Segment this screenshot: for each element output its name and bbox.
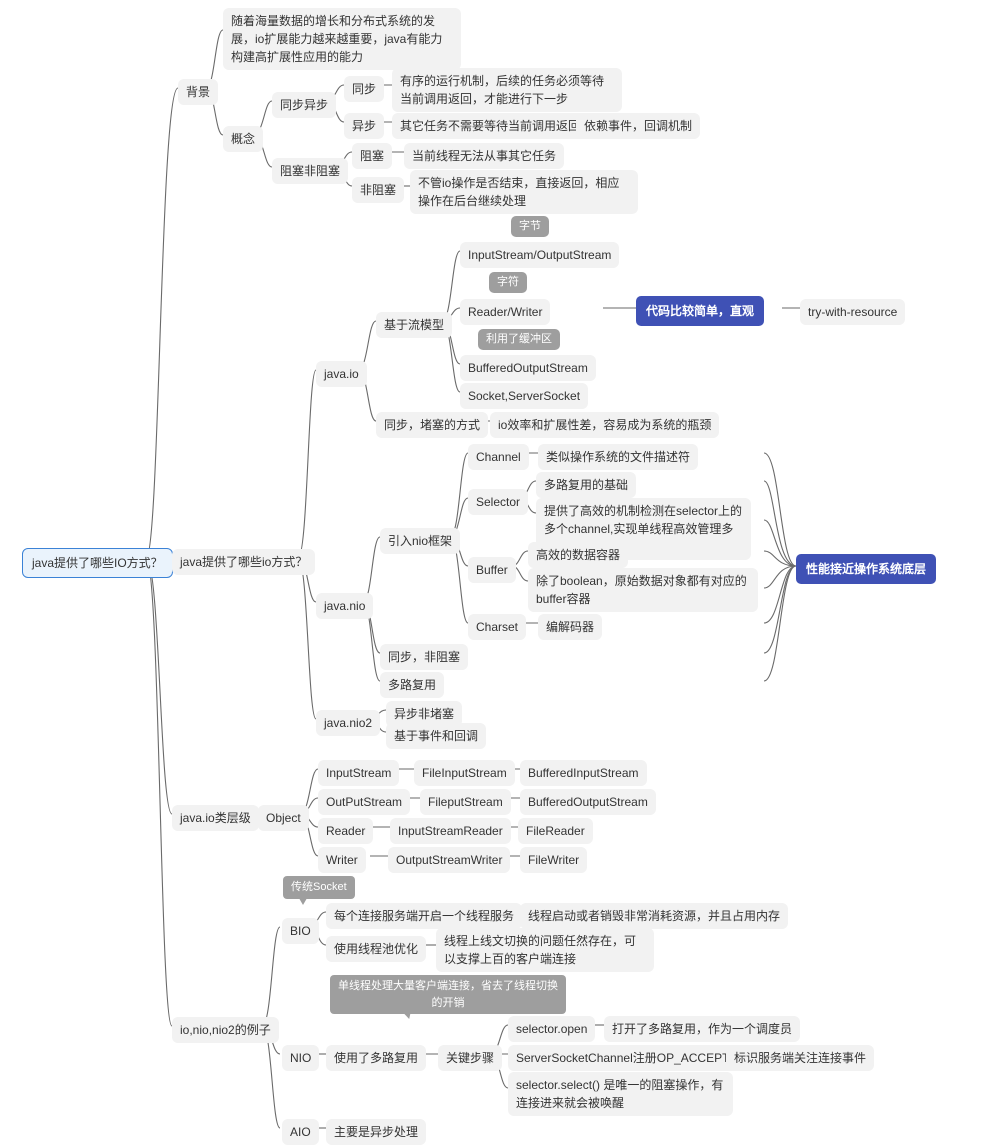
node-sync[interactable]: 同步 — [344, 76, 384, 102]
node-nio[interactable]: NIO — [282, 1045, 319, 1071]
highlight-perf: 性能接近操作系统底层 — [796, 554, 936, 584]
node-charset-desc: 编解码器 — [538, 614, 602, 640]
node-fw: FileWriter — [520, 847, 587, 873]
node-fis: FileInputStream — [414, 760, 515, 786]
node-rd: Reader — [318, 818, 373, 844]
node-sreg-d: 标识服务端关注连接事件 — [726, 1045, 874, 1071]
node-nio-use: 使用了多路复用 — [326, 1045, 426, 1071]
node-javanio[interactable]: java.nio — [316, 593, 373, 619]
chip-byte: 字节 — [511, 216, 549, 237]
node-inout-stream: InputStream/OutputStream — [460, 242, 619, 268]
node-charset: Charset — [468, 614, 526, 640]
callout-tail-icon — [296, 893, 310, 905]
node-block-nonblock[interactable]: 阻塞非阻塞 — [272, 158, 348, 184]
node-nio-frame[interactable]: 引入nio框架 — [380, 528, 460, 554]
node-nio2-event: 基于事件和回调 — [386, 723, 486, 749]
node-aio[interactable]: AIO — [282, 1119, 319, 1145]
node-stream-model[interactable]: 基于流模型 — [376, 312, 452, 338]
node-channel: Channel — [468, 444, 529, 470]
node-javanio2[interactable]: java.nio2 — [316, 710, 380, 736]
node-bos: BufferedOutputStream — [520, 789, 656, 815]
node-io-bad: io效率和扩展性差，容易成为系统的瓶颈 — [490, 412, 719, 438]
node-aio-d: 主要是异步处理 — [326, 1119, 426, 1145]
node-nonblock[interactable]: 非阻塞 — [352, 177, 404, 203]
node-bio[interactable]: BIO — [282, 918, 319, 944]
node-sopen-d: 打开了多路复用，作为一个调度员 — [604, 1016, 800, 1042]
node-isr: InputStreamReader — [390, 818, 511, 844]
root-node[interactable]: java提供了哪些IO方式？ — [22, 548, 173, 578]
root-label: java提供了哪些IO方式？ — [32, 556, 163, 570]
node-hierarchy[interactable]: java.io类层级 — [172, 805, 259, 831]
node-sync-async[interactable]: 同步异步 — [272, 92, 336, 118]
node-buffer: Buffer — [468, 557, 516, 583]
node-block[interactable]: 阻塞 — [352, 143, 392, 169]
node-ssel: selector.select() 是唯一的阻塞操作，有连接进来就会被唤醒 — [508, 1072, 733, 1116]
node-is: InputStream — [318, 760, 399, 786]
node-buffer-d2: 除了boolean，原始数据对象都有对应的buffer容器 — [528, 568, 758, 612]
node-wr: Writer — [318, 847, 366, 873]
node-sync-block: 同步，堵塞的方式 — [376, 412, 488, 438]
node-buffer-d1: 高效的数据容器 — [528, 542, 628, 568]
node-javaio[interactable]: java.io — [316, 361, 367, 387]
node-buf-out: BufferedOutputStream — [460, 355, 596, 381]
node-bio2: 使用线程池优化 — [326, 936, 426, 962]
node-bg-desc: 随着海量数据的增长和分布式系统的发展，io扩展能力越来越重要，java有能力构建… — [223, 8, 461, 70]
node-async[interactable]: 异步 — [344, 113, 384, 139]
node-os: OutPutStream — [318, 789, 410, 815]
node-reader-writer: Reader/Writer — [460, 299, 550, 325]
node-async-dep: 依赖事件，回调机制 — [576, 113, 700, 139]
node-nio-multi: 多路复用 — [380, 672, 444, 698]
node-bis: BufferedInputStream — [520, 760, 647, 786]
node-sreg: ServerSocketChannel注册OP_ACCEPT — [508, 1045, 737, 1071]
node-selector-d1: 多路复用的基础 — [536, 472, 636, 498]
highlight-simple-code: 代码比较简单，直观 — [636, 296, 764, 326]
node-nio-sync: 同步，非阻塞 — [380, 644, 468, 670]
node-selector: Selector — [468, 489, 528, 515]
chip-char: 字符 — [489, 272, 527, 293]
node-concept[interactable]: 概念 — [223, 126, 263, 152]
node-object: Object — [258, 805, 309, 831]
callout-bio: 传统Socket — [283, 876, 355, 899]
node-provides[interactable]: java提供了哪些io方式？ — [172, 549, 315, 575]
node-sopen: selector.open — [508, 1016, 595, 1042]
node-key-steps: 关键步骤 — [438, 1045, 502, 1071]
node-bio2d: 线程上线文切换的问题任然存在，可以支撑上百的客户端连接 — [436, 928, 654, 972]
node-bio1d: 线程启动或者销毁非常消耗资源，并且占用内存 — [520, 903, 788, 929]
node-sync-desc: 有序的运行机制，后续的任务必须等待当前调用返回，才能进行下一步 — [392, 68, 622, 112]
node-fos: FileputStream — [420, 789, 511, 815]
chip-buffer: 利用了缓冲区 — [478, 329, 560, 350]
node-bio1: 每个连接服务端开启一个线程服务 — [326, 903, 522, 929]
node-try-res: try-with-resource — [800, 299, 905, 325]
node-async-desc: 其它任务不需要等待当前调用返回 — [392, 113, 588, 139]
callout-nio: 单线程处理大量客户端连接，省去了线程切换的开销 — [330, 975, 566, 1014]
node-block-desc: 当前线程无法从事其它任务 — [404, 143, 564, 169]
node-socket: Socket,ServerSocket — [460, 383, 588, 409]
node-nonblock-desc: 不管io操作是否结束，直接返回，相应操作在后台继续处理 — [410, 170, 638, 214]
node-channel-desc: 类似操作系统的文件描述符 — [538, 444, 698, 470]
node-osw: OutputStreamWriter — [388, 847, 510, 873]
node-fr: FileReader — [518, 818, 593, 844]
node-examples[interactable]: io,nio,nio2的例子 — [172, 1017, 279, 1043]
node-bg[interactable]: 背景 — [178, 79, 218, 105]
